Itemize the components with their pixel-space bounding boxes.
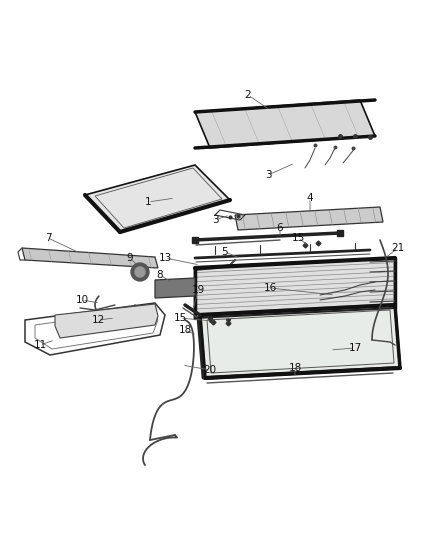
Polygon shape [55, 304, 158, 338]
Text: 16: 16 [263, 283, 277, 293]
Text: 15: 15 [291, 233, 304, 243]
Text: 9: 9 [127, 253, 133, 263]
Text: 4: 4 [307, 193, 313, 203]
Polygon shape [195, 258, 395, 318]
Text: 20: 20 [203, 365, 216, 375]
Circle shape [135, 267, 145, 277]
Polygon shape [155, 278, 195, 298]
Text: 21: 21 [392, 243, 405, 253]
Text: 2: 2 [245, 90, 251, 100]
Circle shape [131, 263, 149, 281]
Text: 6: 6 [277, 223, 283, 233]
Text: 5: 5 [222, 247, 228, 257]
Text: 8: 8 [157, 270, 163, 280]
Text: 18: 18 [178, 325, 192, 335]
Text: 3: 3 [212, 215, 218, 225]
Text: 19: 19 [191, 285, 205, 295]
Text: 3: 3 [265, 170, 271, 180]
Polygon shape [195, 100, 375, 148]
Text: 12: 12 [92, 315, 105, 325]
Text: 13: 13 [159, 253, 172, 263]
Text: 15: 15 [173, 313, 187, 323]
Text: 1: 1 [145, 197, 151, 207]
Text: 7: 7 [45, 233, 51, 243]
Polygon shape [235, 207, 383, 230]
Polygon shape [200, 305, 400, 378]
Polygon shape [85, 165, 230, 232]
Text: 11: 11 [33, 340, 46, 350]
Text: 10: 10 [75, 295, 88, 305]
Text: 18: 18 [288, 363, 302, 373]
Text: 17: 17 [348, 343, 362, 353]
Polygon shape [22, 248, 158, 268]
